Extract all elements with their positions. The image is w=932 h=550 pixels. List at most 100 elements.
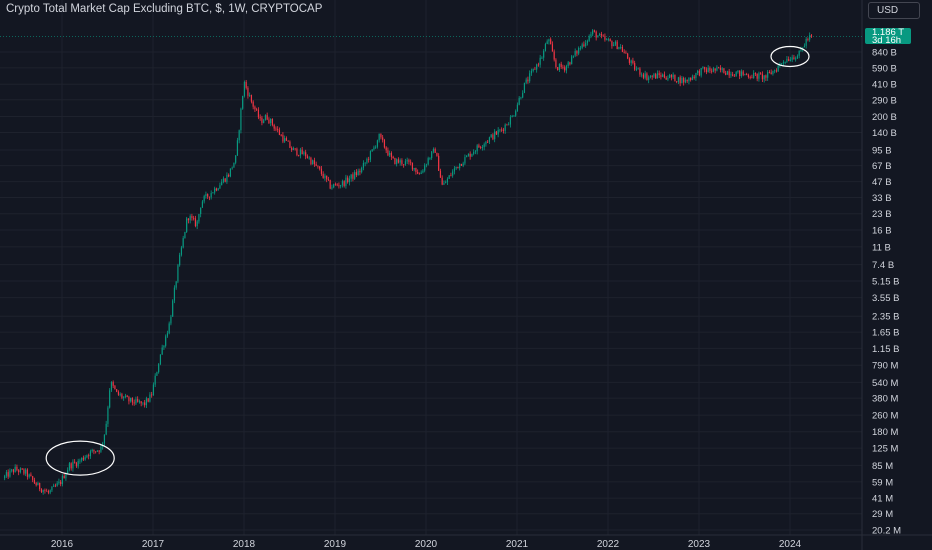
candle-body <box>98 450 100 452</box>
candle <box>474 149 477 155</box>
candle-body <box>119 394 121 396</box>
candle <box>630 59 632 67</box>
candle-body <box>429 157 431 159</box>
y-tick-label: 590 B <box>872 63 897 74</box>
candle <box>347 175 349 184</box>
candle <box>663 71 666 79</box>
candle <box>537 62 540 67</box>
candle-body <box>362 163 365 168</box>
candle <box>233 162 235 168</box>
candle <box>716 65 718 72</box>
candle <box>466 155 468 158</box>
candle-body <box>397 159 400 163</box>
candle-body <box>277 129 279 130</box>
candle-body <box>576 51 578 54</box>
y-tick-label: 125 M <box>872 444 898 455</box>
price-axis[interactable]: 840 B 590 B 410 B 290 B 200 B 140 B 95 B 67 B 47… <box>872 48 901 537</box>
candle <box>378 133 380 143</box>
candle-body <box>807 39 809 40</box>
candle-body <box>632 60 634 64</box>
candle-body <box>378 133 380 141</box>
candle-body <box>641 74 643 76</box>
candle <box>259 114 261 121</box>
candle <box>471 153 473 157</box>
candle-body <box>33 479 36 484</box>
candle <box>138 399 141 404</box>
candle <box>396 158 398 167</box>
candle-body <box>534 68 536 70</box>
candle <box>21 468 23 470</box>
candle <box>261 115 263 126</box>
candle <box>581 42 583 50</box>
candle-body <box>368 158 370 160</box>
candle-body <box>805 39 807 46</box>
candle-body <box>12 469 15 473</box>
candle-body <box>639 68 641 75</box>
candle-body <box>313 160 316 165</box>
candle-body <box>795 58 797 60</box>
candle <box>548 38 550 45</box>
candle <box>158 363 160 374</box>
candle-body <box>686 79 688 82</box>
candle <box>33 477 36 484</box>
candle <box>352 172 354 182</box>
y-tick-label: 380 M <box>872 394 898 405</box>
candle-body <box>628 58 631 63</box>
candle <box>742 70 744 77</box>
y-tick-label: 2.35 B <box>872 312 899 323</box>
candle-body <box>635 68 638 70</box>
candle-body <box>186 218 188 232</box>
candle-body <box>551 44 554 52</box>
candle-body <box>739 70 741 77</box>
candle-body <box>89 451 92 457</box>
candle <box>285 136 288 141</box>
candle <box>298 154 300 157</box>
candle <box>387 147 389 157</box>
candle <box>306 154 309 159</box>
candle <box>424 163 426 173</box>
candle <box>338 182 340 189</box>
candle-body <box>621 46 624 52</box>
candle-body <box>334 184 337 186</box>
candle <box>628 57 631 65</box>
candle <box>88 453 90 460</box>
candle-body <box>775 70 778 72</box>
candle-body <box>394 158 396 165</box>
candle-body <box>620 46 622 48</box>
candle <box>392 155 394 159</box>
candle <box>32 475 34 483</box>
candle <box>322 171 324 179</box>
candle-body <box>154 375 156 385</box>
currency-button[interactable]: USD <box>868 2 920 19</box>
time-axis[interactable]: 2016 2017 2018 2019 2020 2021 2022 2023 2024 <box>51 539 802 550</box>
candle <box>551 41 554 52</box>
candle <box>753 70 755 79</box>
candle <box>704 66 706 73</box>
candle <box>641 72 643 78</box>
candle <box>523 82 526 94</box>
candle-body <box>93 449 95 452</box>
candle <box>550 37 552 45</box>
candle-body <box>522 92 524 98</box>
candle-body <box>786 59 788 62</box>
candle <box>114 384 116 390</box>
candle-body <box>614 41 617 45</box>
candle-body <box>329 180 331 189</box>
candle-body <box>58 481 60 484</box>
candle-body <box>203 196 205 202</box>
candle <box>588 34 590 42</box>
candle-body <box>770 72 772 75</box>
candle <box>595 30 597 41</box>
candle-body <box>536 64 538 70</box>
candle-body <box>39 482 41 490</box>
candle <box>389 150 391 158</box>
candle <box>770 69 772 75</box>
candle <box>700 67 702 78</box>
candle-body <box>616 41 618 50</box>
candle-body <box>740 71 743 77</box>
candle <box>133 399 135 406</box>
candle-body <box>116 389 118 392</box>
candle <box>599 32 601 36</box>
candle <box>448 174 450 180</box>
